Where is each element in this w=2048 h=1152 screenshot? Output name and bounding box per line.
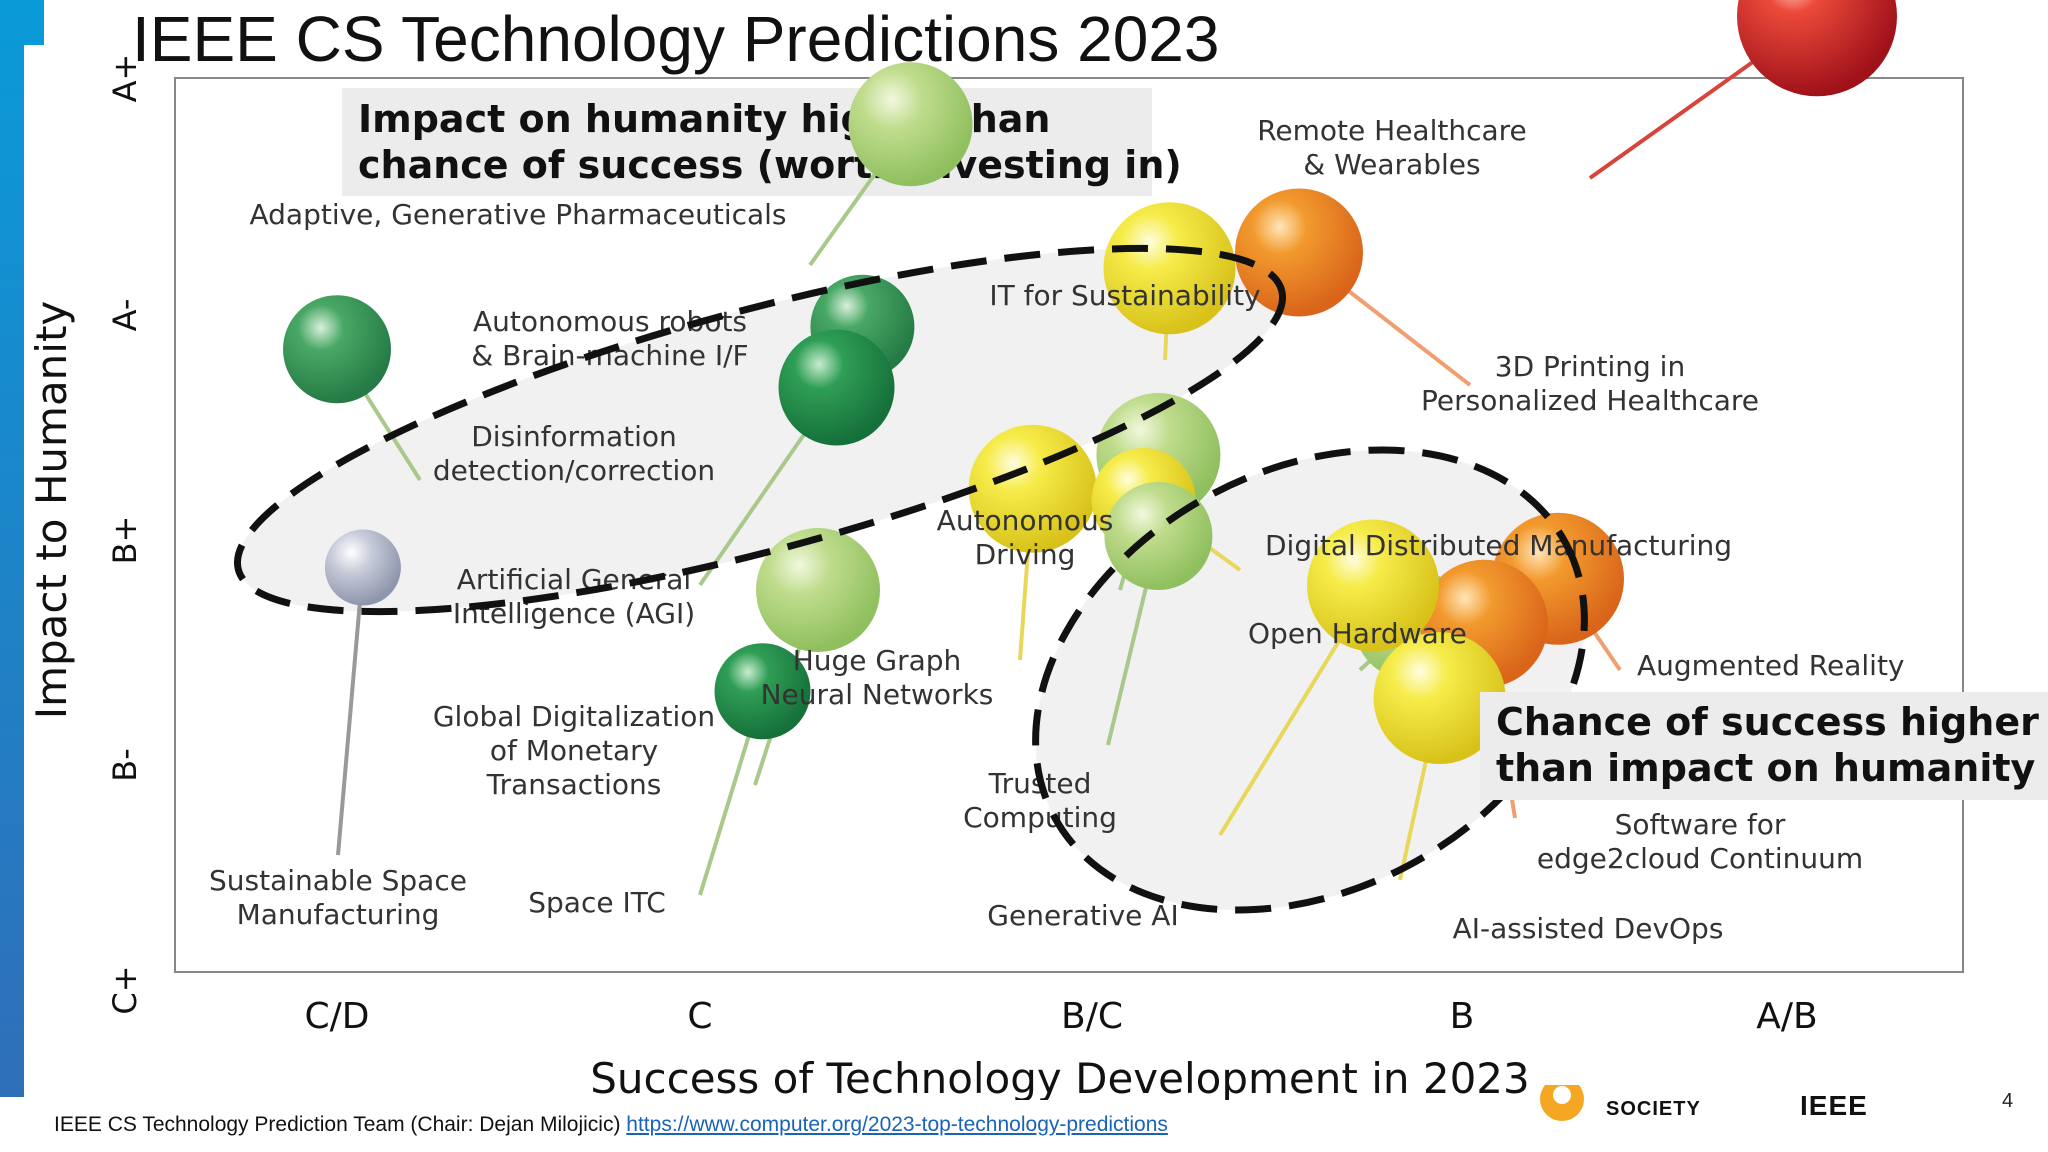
- x-tick-label: C: [687, 996, 712, 1037]
- y-tick-labels: A+ A- B+ B- C+: [106, 54, 144, 1015]
- bubble-point: [283, 295, 391, 404]
- point-label: Remote Healthcare & Wearables: [1257, 114, 1527, 181]
- x-tick-labels: C/D C B/C B A/B: [305, 996, 1818, 1037]
- y-axis-label: Impact to Humanity: [27, 301, 76, 720]
- bubble-point: [1737, 0, 1897, 97]
- point-label: Digital Distributed Manufacturing: [1265, 529, 1732, 562]
- x-tick-label: C/D: [305, 996, 370, 1037]
- y-tick-label: B+: [106, 516, 144, 565]
- upper-dashed-outline: [233, 244, 1287, 616]
- slide-title: IEEE CS Technology Predictions 2023: [132, 3, 1220, 75]
- y-tick-label: B-: [106, 748, 144, 782]
- bubble-point: [1104, 482, 1213, 590]
- point-label: Artificial General Intelligence (AGI): [453, 563, 695, 630]
- bubble-point: [1373, 632, 1506, 764]
- point-label: 3D Printing in Personalized Healthcare: [1421, 350, 1759, 417]
- point-label: AI-assisted DevOps: [1453, 912, 1724, 945]
- slide-accent-bar: [0, 0, 24, 1097]
- slide-accent-notch: [24, 0, 44, 45]
- bubble-point: [324, 529, 401, 606]
- point-label: Global Digitalization of Monetary Transact…: [433, 700, 715, 801]
- bubble-point: [1103, 202, 1236, 335]
- upper-callout-box: [342, 88, 1152, 196]
- point-label: Software for edge2cloud Continuum: [1537, 808, 1863, 875]
- lower-dashed-outline: [1032, 446, 1588, 914]
- point-labels: Remote Healthcare & Wearables Adaptive, Ge…: [209, 114, 1904, 945]
- bubble-point: [1307, 519, 1439, 652]
- footer-link[interactable]: https://www.computer.org/2023-top-techno…: [626, 1113, 1168, 1136]
- y-tick-label: A-: [106, 299, 144, 332]
- logo-society-text: SOCIETY: [1606, 1098, 1701, 1120]
- bubble-point: [714, 643, 811, 740]
- footer-credit: IEEE CS Technology Prediction Team (Chai…: [54, 1113, 1168, 1137]
- bubble-point: [1235, 188, 1363, 317]
- y-tick-label: C+: [106, 965, 144, 1014]
- lower-callout-box: [1480, 692, 2048, 800]
- point-label: Autonomous Driving: [937, 504, 1114, 571]
- point-label: Huge Graph Neural Networks: [761, 644, 994, 711]
- point-label: Space ITC: [528, 886, 666, 919]
- point-label: Augmented Reality: [1637, 649, 1905, 682]
- bubble-point: [848, 62, 973, 187]
- computer-society-logo-icon: [1540, 1085, 1584, 1121]
- x-tick-label: B/C: [1061, 996, 1123, 1037]
- footer-credit-text: IEEE CS Technology Prediction Team (Chai…: [54, 1113, 627, 1136]
- point-label: Generative AI: [987, 899, 1178, 932]
- x-tick-label: A/B: [1756, 996, 1817, 1037]
- point-label: Disinformation detection/correction: [433, 420, 715, 487]
- page-number: 4: [2002, 1090, 2014, 1112]
- bubble-chart: Impact on humanity higher than chance of …: [27, 0, 2048, 1100]
- bubbles: [283, 0, 1897, 764]
- point-label: Open Hardware: [1248, 617, 1467, 650]
- point-label: Adaptive, Generative Pharmaceuticals: [249, 198, 786, 231]
- point-label: IT for Sustainability: [989, 279, 1260, 312]
- bubble-point: [778, 329, 895, 446]
- point-label: Autonomous robots & Brain-machine I/F: [471, 305, 748, 372]
- leader-line: [336, 567, 365, 856]
- y-tick-label: A+: [106, 54, 144, 103]
- x-axis-label: Success of Technology Development in 202…: [590, 1054, 1529, 1100]
- x-tick-label: B: [1450, 996, 1475, 1037]
- bubble-point: [756, 528, 880, 652]
- upper-region-shade: [237, 248, 1283, 612]
- logo-ieee-text: IEEE: [1800, 1090, 1868, 1121]
- point-label: Sustainable Space Manufacturing: [209, 864, 467, 931]
- lower-callout-text: Chance of success higher than impact on h…: [1496, 700, 2039, 790]
